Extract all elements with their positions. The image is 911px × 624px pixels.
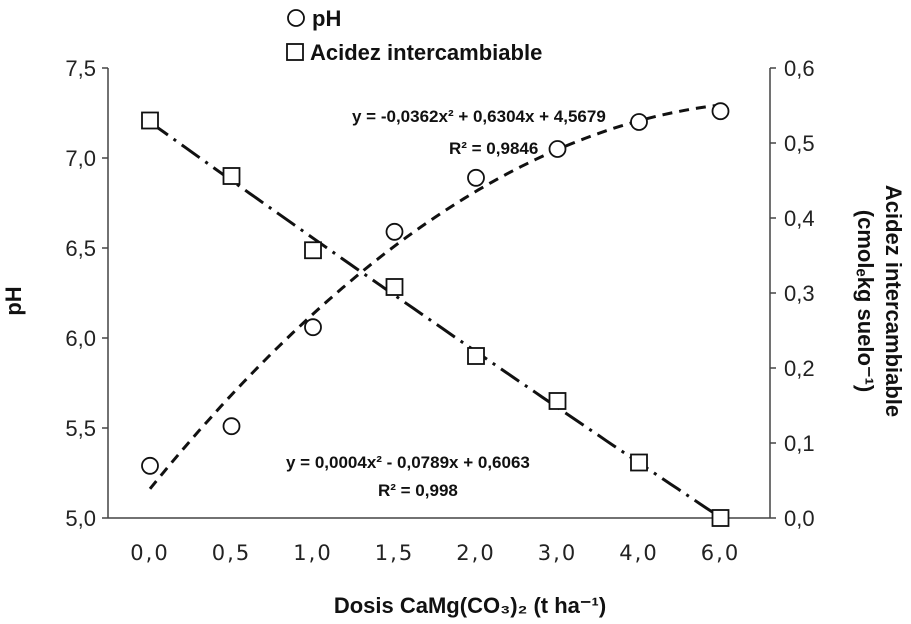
y-left-tick-label: 6,0 [65,326,96,351]
legend-label-ph: pH [312,6,341,31]
y-right-tick-label: 0,3 [784,281,815,306]
ph-point [141,456,159,475]
acidez-point [385,278,404,296]
acidez-point [711,509,730,527]
acidez-point [141,111,159,130]
ph-point [222,417,241,436]
x-tick-label: 6,0 [701,541,740,565]
y-left-tick-label: 5,5 [65,416,96,441]
trendlines [148,103,722,519]
x-tick-label: 1,5 [375,541,414,565]
ph-equation-text: y = -0,0362x² + 0,6304x + 4,5679 [352,107,606,126]
acidez-point [304,241,322,260]
legend-marker-ph [287,9,305,27]
acidez-equation: y = 0,0004x² - 0,0789x + 0,6063 R² = 0,9… [286,453,530,500]
x-tick-label: 3,0 [538,541,577,565]
y-right-tick-label: 0,2 [784,356,815,381]
x-tick-label: 4,0 [619,541,658,565]
y-axis-left-title: pH [1,286,26,315]
legend-label-acidez: Acidez intercambiable [310,40,542,65]
acidez-point [222,167,241,185]
x-tick-label: 0,5 [212,541,251,565]
ph-point [467,168,485,187]
y-right-tick-label: 0,6 [784,56,815,81]
x-tick-label: 1,0 [293,541,332,565]
legend-marker-acidez [286,43,304,61]
acidez-equation-text: y = 0,0004x² - 0,0789x + 0,6063 [286,453,530,472]
x-tick-label: 2,0 [456,541,495,565]
ph-trendline [148,103,721,490]
ph-point [630,113,648,131]
y-left-tick-label: 7,0 [65,146,96,171]
y-right-tick-label: 0,0 [784,506,815,531]
x-tick-label: 0,0 [130,541,169,565]
ph-equation: y = -0,0362x² + 0,6304x + 4,5679 R² = 0,… [352,107,606,158]
y-left-tick-label: 6,5 [65,236,96,261]
y-axis-right-title-line2: (cmolₑkg suelo⁻¹) [853,210,878,392]
ph-point [304,318,322,337]
acidez-point [467,347,485,365]
ticks: 5,0 5,5 6,0 6,5 7,0 7,5 0,0 0,1 0,2 0,3 0,4 0,5 0,6 0… [65,56,814,565]
y-axis-right-title-line1: Acidez intercambiable [881,185,906,417]
ph-point [385,222,404,241]
legend: pH Acidez intercambiable [286,6,542,65]
markers [141,102,730,527]
acidez-r2-text: R² = 0,998 [378,481,458,500]
ph-r2-text: R² = 0,9846 [449,139,538,158]
x-axis-title: Dosis CaMg(CO₃)₂ (t ha⁻¹) [334,593,606,618]
y-right-tick-label: 0,4 [784,206,815,231]
y-left-tick-label: 5,0 [65,506,96,531]
acidez-point [630,453,648,472]
y-right-tick-label: 0,1 [784,431,815,456]
y-left-tick-label: 7,5 [65,56,96,81]
ph-point [548,140,567,158]
y-right-tick-label: 0,5 [784,131,815,156]
acidez-point [548,392,567,410]
ph-point [711,102,730,121]
